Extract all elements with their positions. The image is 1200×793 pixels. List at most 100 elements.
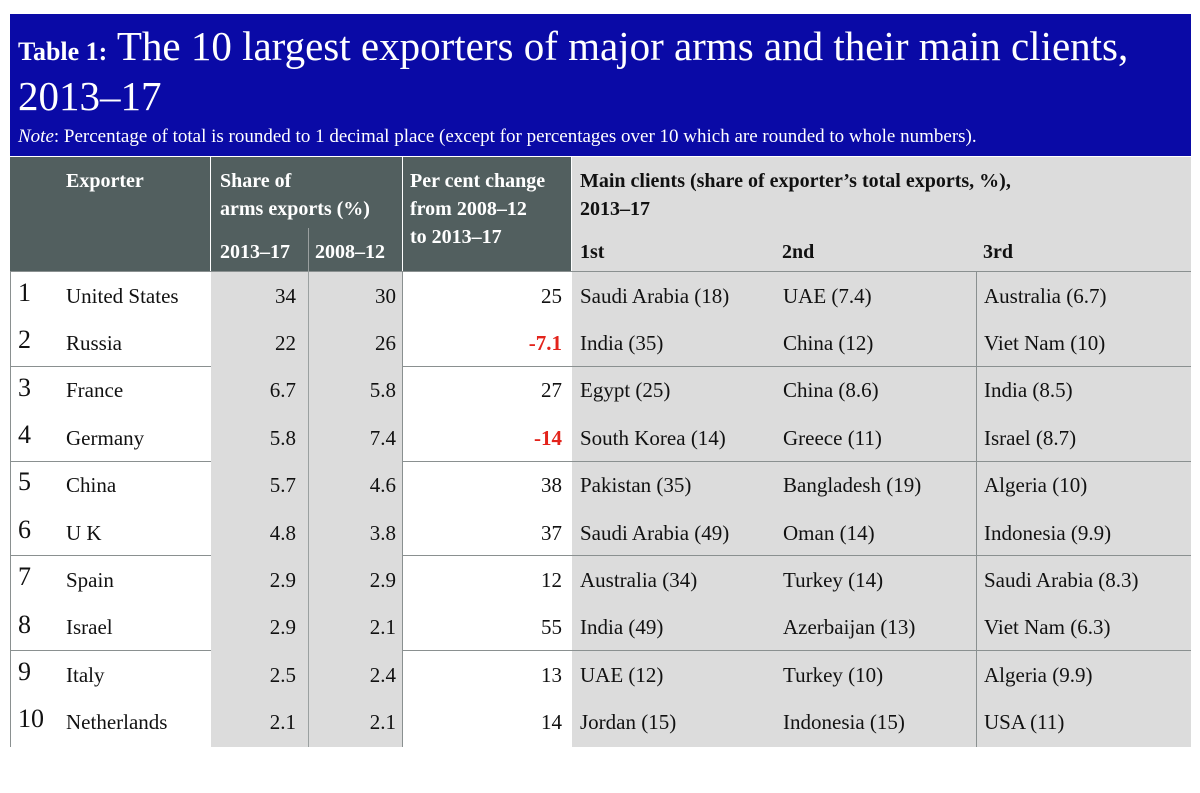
title-banner: Table 1: The 10 largest exporters of maj… xyxy=(10,14,1191,156)
client-second-cell: China (8.6) xyxy=(783,378,879,403)
change-cell: 38 xyxy=(541,473,562,498)
header-first: 1st xyxy=(580,241,605,263)
client-third-cell: India (8.5) xyxy=(984,378,1073,403)
share-prior-cell: 26 xyxy=(375,331,396,356)
client-third-cell: Viet Nam (6.3) xyxy=(984,615,1111,640)
row-group-divider xyxy=(572,460,1191,462)
table-title: Table 1: The 10 largest exporters of maj… xyxy=(18,24,1178,118)
exporter-cell: Germany xyxy=(66,425,145,450)
title-main: The 10 largest exporters of major arms a… xyxy=(18,23,1129,119)
header-change-line2: from 2008–12 xyxy=(410,198,527,220)
change-cell: -7.1 xyxy=(528,331,562,356)
client-first-cell: Pakistan (35) xyxy=(580,473,692,498)
client-first-cell: Jordan (15) xyxy=(580,710,677,735)
exporter-cell: United States xyxy=(66,283,179,308)
share-recent-cell: 2.9 xyxy=(269,615,296,640)
client-third-cell: Algeria (10) xyxy=(984,473,1088,498)
client-third-cell: USA (11) xyxy=(984,710,1065,735)
rank-cell: 10 xyxy=(18,704,44,734)
rank-cell: 3 xyxy=(18,372,31,402)
row-group-divider xyxy=(10,460,211,462)
share-recent-cell: 2.9 xyxy=(269,568,296,593)
share-prior-cell: 2.9 xyxy=(369,568,396,593)
client-second-cell: Greece (11) xyxy=(783,425,882,450)
header-change-line3: to 2013–17 xyxy=(410,226,502,248)
change-cell: 37 xyxy=(541,520,562,545)
share-recent-cell: 22 xyxy=(275,331,296,356)
share-column-bg xyxy=(211,271,402,747)
clients-column-bg xyxy=(572,271,1191,747)
header-change-line1: Per cent change xyxy=(410,170,546,192)
header-clients-line1: Main clients (share of exporter’s total … xyxy=(580,170,1011,192)
client-first-cell: UAE (12) xyxy=(580,662,664,687)
exporter-cell: Russia xyxy=(66,331,123,356)
share-prior-cell: 7.4 xyxy=(369,425,396,450)
client-first-cell: India (49) xyxy=(580,615,664,640)
note-label: Note xyxy=(18,126,54,147)
note-text: : Percentage of total is rounded to 1 de… xyxy=(53,126,977,147)
header-share-cell: Share of arms exports (%) 2013–17 2008–1… xyxy=(211,157,402,271)
client-first-cell: India (35) xyxy=(580,331,664,356)
client-second-cell: Oman (14) xyxy=(783,520,875,545)
rank-cell: 1 xyxy=(18,277,31,307)
row-group-divider xyxy=(403,555,572,557)
client-third-cell: Indonesia (9.9) xyxy=(984,520,1112,545)
third-client-line xyxy=(976,271,977,747)
change-cell: 13 xyxy=(541,662,562,687)
row-group-divider xyxy=(10,555,211,557)
client-third-cell: Saudi Arabia (8.3) xyxy=(984,568,1139,593)
client-first-cell: South Korea (14) xyxy=(580,425,726,450)
client-first-cell: Saudi Arabia (49) xyxy=(580,520,730,545)
share-recent-cell: 6.7 xyxy=(269,378,296,403)
header-clients-cell: Main clients (share of exporter’s total … xyxy=(572,157,1191,271)
client-first-cell: Saudi Arabia (18) xyxy=(580,283,730,308)
client-third-cell: Viet Nam (10) xyxy=(984,331,1106,356)
rank-cell: 2 xyxy=(18,325,31,355)
exporter-cell: Netherlands xyxy=(66,710,168,735)
rank-cell: 6 xyxy=(18,514,31,544)
client-third-cell: Australia (6.7) xyxy=(984,283,1107,308)
share-prior-cell: 2.4 xyxy=(369,662,396,687)
exporter-cell: Israel xyxy=(66,615,113,640)
share-recent-cell: 4.8 xyxy=(269,520,296,545)
header-second: 2nd xyxy=(782,241,815,263)
header-exporter: Exporter xyxy=(66,170,144,192)
share-prior-cell: 5.8 xyxy=(369,378,396,403)
share-prior-cell: 2.1 xyxy=(369,710,396,735)
client-second-cell: China (12) xyxy=(783,331,874,356)
change-cell: 25 xyxy=(541,283,562,308)
rank-cell: 4 xyxy=(18,419,31,449)
exporter-cell: Spain xyxy=(66,568,114,593)
left-border xyxy=(10,271,11,747)
header-clients-line2: 2013–17 xyxy=(580,198,650,220)
header-share-line1: Share of xyxy=(220,170,292,192)
row-group-divider xyxy=(403,365,572,367)
share-split-line xyxy=(308,228,309,747)
client-second-cell: Turkey (14) xyxy=(783,568,884,593)
rank-cell: 8 xyxy=(18,609,31,639)
share-recent-cell: 5.7 xyxy=(269,473,296,498)
change-left-line xyxy=(402,271,403,747)
exporter-cell: France xyxy=(66,378,124,403)
share-prior-cell: 30 xyxy=(375,283,396,308)
client-third-cell: Algeria (9.9) xyxy=(984,662,1093,687)
share-recent-cell: 34 xyxy=(275,283,296,308)
table-note: Note: Percentage of total is rounded to … xyxy=(18,126,977,148)
rank-cell: 7 xyxy=(18,562,31,592)
row-group-divider xyxy=(10,650,211,652)
client-second-cell: Bangladesh (19) xyxy=(783,473,922,498)
exporter-cell: China xyxy=(66,473,117,498)
change-cell: 12 xyxy=(541,568,562,593)
header-exporter-cell: Exporter xyxy=(10,157,210,271)
client-first-cell: Australia (34) xyxy=(580,568,698,593)
header-third: 3rd xyxy=(983,241,1013,263)
client-second-cell: Indonesia (15) xyxy=(783,710,905,735)
change-cell: -14 xyxy=(534,425,562,450)
row-group-divider xyxy=(10,365,211,367)
header-period-prior: 2008–12 xyxy=(315,241,385,263)
row-group-divider xyxy=(572,555,1191,557)
rank-cell: 5 xyxy=(18,467,31,497)
change-cell: 55 xyxy=(541,615,562,640)
share-recent-cell: 5.8 xyxy=(269,425,296,450)
row-group-divider xyxy=(403,650,572,652)
